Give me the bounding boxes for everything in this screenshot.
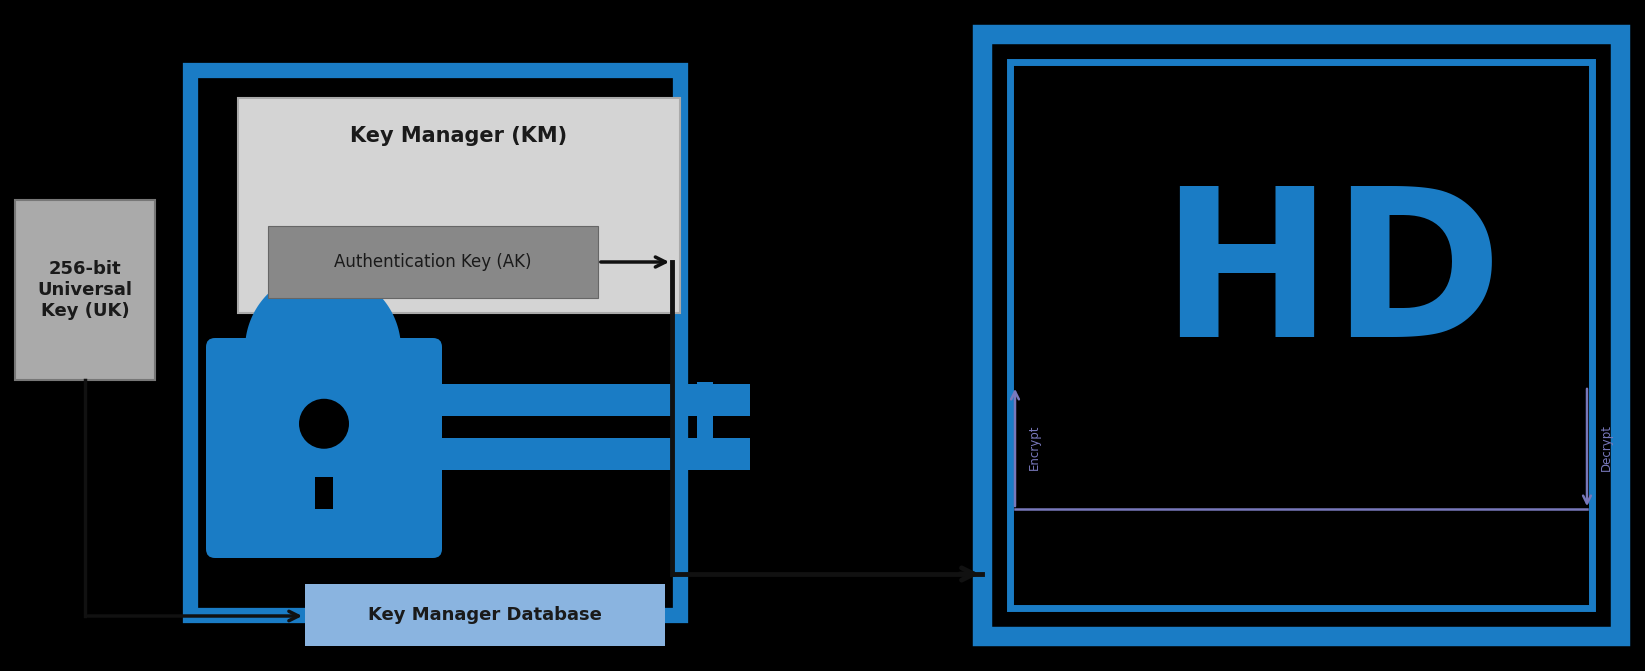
Polygon shape bbox=[245, 271, 401, 349]
FancyBboxPatch shape bbox=[304, 584, 665, 646]
Bar bbox=[378, 384, 750, 416]
FancyBboxPatch shape bbox=[206, 338, 443, 558]
Text: Key Manager (KM): Key Manager (KM) bbox=[350, 126, 568, 146]
Text: Decrypt: Decrypt bbox=[1601, 424, 1614, 471]
Bar bbox=[697, 382, 712, 470]
Text: Key Manager Database: Key Manager Database bbox=[368, 606, 602, 624]
Text: 256-bit
Universal
Key (UK): 256-bit Universal Key (UK) bbox=[38, 260, 133, 320]
Bar bbox=[314, 476, 332, 509]
Bar bbox=[378, 438, 750, 470]
Bar bbox=[191, 70, 679, 615]
FancyBboxPatch shape bbox=[15, 200, 155, 380]
FancyBboxPatch shape bbox=[268, 226, 599, 298]
Text: Authentication Key (AK): Authentication Key (AK) bbox=[334, 253, 531, 271]
Bar bbox=[982, 34, 1620, 636]
Text: Encrypt: Encrypt bbox=[1028, 425, 1041, 470]
Bar bbox=[1010, 62, 1592, 608]
FancyBboxPatch shape bbox=[239, 98, 679, 313]
Text: HD: HD bbox=[1160, 180, 1502, 380]
Circle shape bbox=[299, 399, 349, 449]
